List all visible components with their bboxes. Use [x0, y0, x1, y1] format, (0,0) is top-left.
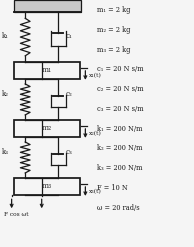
Text: m₁ = 2 kg: m₁ = 2 kg	[97, 6, 130, 14]
Text: m₃ = 2 kg: m₃ = 2 kg	[97, 46, 130, 54]
Text: k₂: k₂	[2, 90, 9, 98]
Bar	[14, 120, 80, 137]
Text: ω = 20 rad/s: ω = 20 rad/s	[97, 204, 140, 212]
Text: m₃: m₃	[42, 183, 52, 190]
Text: c₃: c₃	[66, 148, 73, 156]
Text: k₃ = 200 N/m: k₃ = 200 N/m	[97, 164, 143, 172]
Text: x₂(t): x₂(t)	[89, 131, 102, 136]
Bar	[14, 178, 80, 195]
Text: F cos ωt: F cos ωt	[4, 212, 29, 217]
Text: m₂: m₂	[42, 124, 52, 132]
Text: k₃: k₃	[2, 148, 9, 156]
Text: c₁ = 20 N s/m: c₁ = 20 N s/m	[97, 65, 144, 73]
Bar	[14, 62, 80, 79]
Text: x₁(t): x₁(t)	[89, 73, 102, 78]
Text: c₃ = 20 N s/m: c₃ = 20 N s/m	[97, 105, 144, 113]
Text: c₂ = 20 N s/m: c₂ = 20 N s/m	[97, 85, 144, 93]
Text: m₂ = 2 kg: m₂ = 2 kg	[97, 26, 130, 34]
Text: m₁: m₁	[42, 66, 52, 74]
Text: k₂ = 200 N/m: k₂ = 200 N/m	[97, 144, 143, 152]
Text: k₁ = 200 N/m: k₁ = 200 N/m	[97, 125, 143, 133]
Bar	[14, 0, 81, 12]
Text: x₃(t): x₃(t)	[89, 189, 102, 194]
Text: F = 10 N: F = 10 N	[97, 184, 128, 192]
Text: k₁: k₁	[2, 32, 9, 40]
Text: c₁: c₁	[66, 32, 73, 40]
Text: c₂: c₂	[66, 90, 73, 98]
